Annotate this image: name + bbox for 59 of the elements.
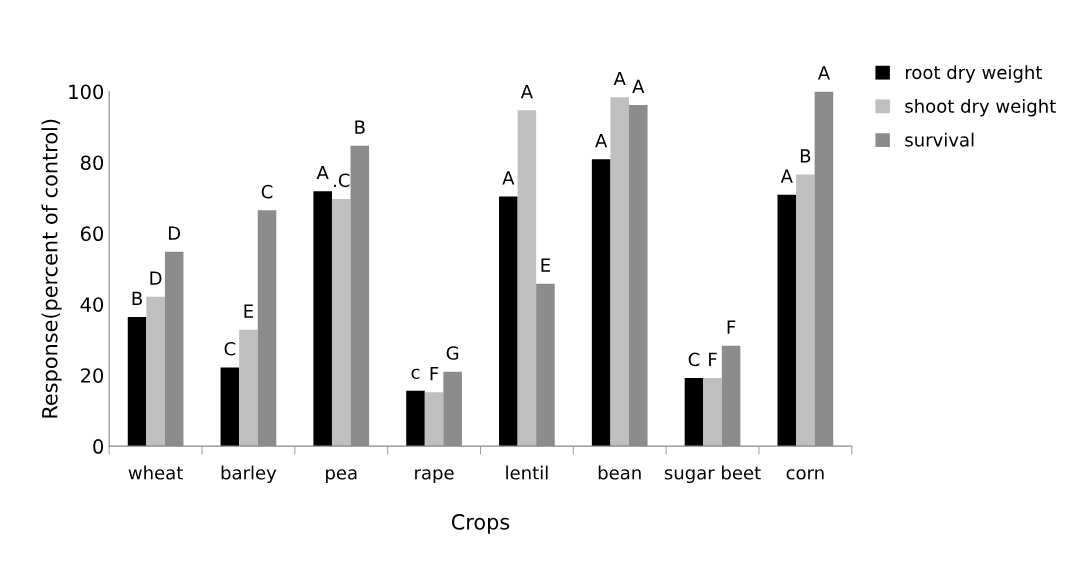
data-label: F	[709, 352, 717, 366]
data-label: D	[150, 271, 162, 285]
data-label: D	[168, 226, 181, 240]
data-label: A	[817, 66, 830, 80]
data-label: .C	[334, 173, 350, 188]
data-label: F	[727, 320, 736, 334]
y-tick-label: 60	[80, 226, 104, 242]
bar	[703, 378, 722, 447]
data-label: C	[688, 352, 700, 367]
bar	[684, 378, 704, 447]
data-label: B	[132, 291, 142, 305]
x-tick-label: bean	[598, 465, 641, 480]
x-tick-label: sugar beet	[664, 465, 761, 484]
y-tick-label: 40	[80, 297, 104, 312]
bar	[424, 392, 444, 447]
data-label: B	[355, 120, 365, 134]
data-label: A	[595, 134, 608, 148]
y-tick-label: 100	[69, 84, 104, 100]
bar	[499, 196, 518, 447]
data-label: C	[224, 341, 236, 356]
data-label: A	[520, 85, 533, 99]
data-label: E	[541, 258, 550, 272]
data-label: c	[411, 368, 420, 379]
x-tick-label: rape	[415, 469, 454, 484]
data-label: G	[446, 346, 459, 360]
data-label: C	[261, 184, 273, 199]
bar	[591, 159, 611, 447]
x-tick-label: barley	[221, 465, 277, 484]
x-axis-title: Crops	[451, 514, 510, 534]
bar	[777, 194, 797, 447]
x-tick-label: pea	[326, 469, 357, 484]
bar	[220, 367, 240, 447]
bar	[331, 198, 351, 447]
y-tick-label: 80	[80, 155, 104, 171]
y-tick-label: 20	[81, 368, 104, 383]
data-label: A	[502, 171, 515, 185]
y-axis-title: Response(percent of control)	[41, 119, 62, 418]
x-tick-label: lentil	[506, 465, 548, 480]
legend-label: root dry weight	[905, 65, 1043, 83]
data-label: B	[800, 149, 811, 163]
bar	[406, 390, 425, 447]
y-tick-label: 0	[93, 439, 104, 454]
data-label: A	[780, 169, 793, 183]
data-label: A	[632, 79, 645, 93]
bar	[313, 191, 332, 447]
legend-label: shoot dry weight	[905, 98, 1056, 117]
bar	[146, 296, 165, 447]
data-label: A	[613, 71, 626, 86]
legend-label: survival	[905, 132, 974, 147]
bar	[517, 110, 537, 447]
bar	[127, 317, 147, 447]
x-tick-label: corn	[786, 469, 824, 480]
bar	[610, 97, 629, 447]
data-label: A	[316, 165, 329, 180]
data-label: F	[430, 367, 439, 381]
x-tick-label: wheat	[128, 465, 183, 480]
bar	[796, 174, 815, 447]
bar	[239, 329, 258, 447]
data-label: E	[244, 304, 253, 318]
